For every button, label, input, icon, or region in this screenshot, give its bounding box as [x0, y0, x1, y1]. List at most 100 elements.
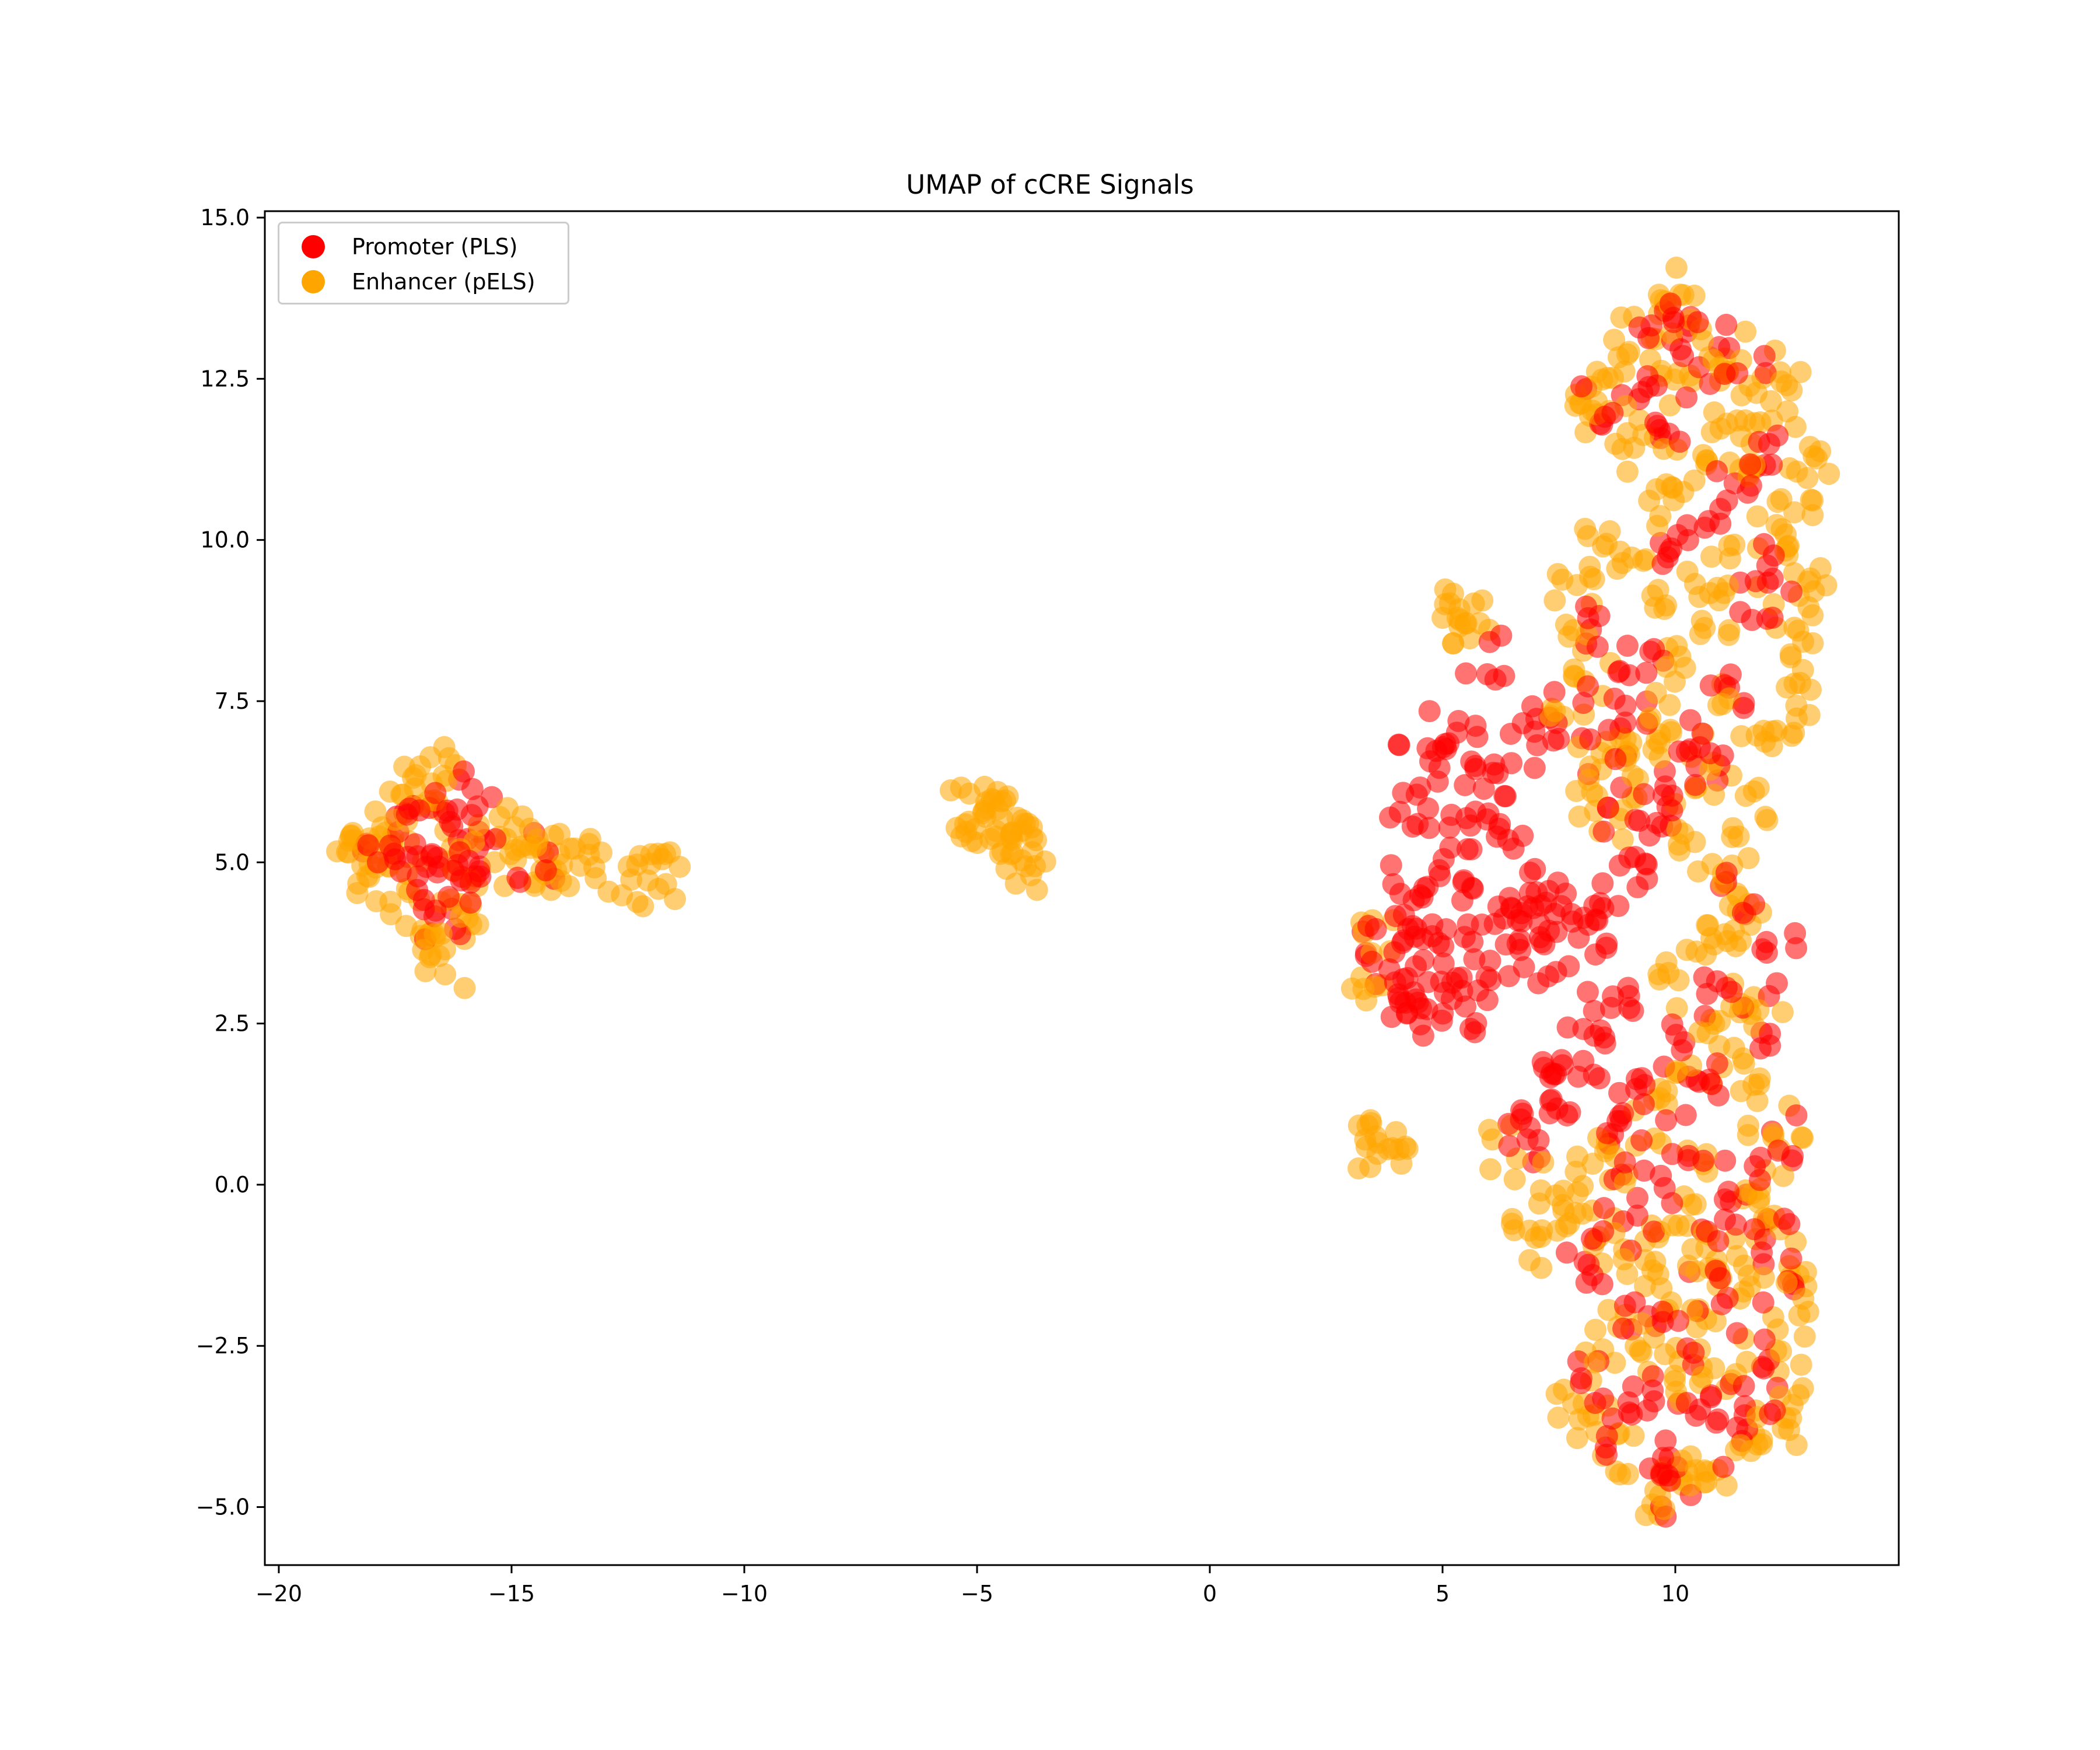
point-enhancer [1734, 409, 1756, 432]
point-promoter [1584, 1392, 1606, 1414]
point-enhancer [1770, 518, 1793, 541]
point-enhancer [1348, 1157, 1370, 1180]
point-promoter [1635, 662, 1658, 684]
point-enhancer [1809, 557, 1832, 579]
point-enhancer [1644, 596, 1667, 619]
point-promoter [1675, 386, 1698, 409]
point-enhancer [620, 868, 643, 891]
point-enhancer [1616, 1263, 1639, 1285]
point-promoter [1387, 733, 1410, 756]
point-enhancer [1544, 589, 1566, 612]
point-promoter [1684, 774, 1707, 796]
point-promoter [1537, 965, 1559, 988]
point-promoter [1682, 1341, 1705, 1364]
point-promoter [1432, 1002, 1454, 1025]
point-enhancer [1448, 615, 1471, 638]
point-promoter [1732, 696, 1755, 719]
point-promoter [1639, 640, 1662, 663]
point-enhancer [1620, 732, 1643, 754]
point-promoter [1646, 415, 1669, 438]
point-enhancer [1742, 1073, 1765, 1096]
point-promoter [1671, 1039, 1693, 1062]
point-promoter [1753, 1328, 1776, 1351]
point-promoter [1537, 880, 1560, 902]
point-enhancer [1584, 1318, 1606, 1341]
point-promoter [1712, 744, 1734, 767]
point-enhancer [1692, 329, 1714, 352]
point-promoter [1740, 474, 1762, 497]
point-promoter [1510, 910, 1533, 933]
y-tick-label: 0.0 [215, 1172, 250, 1198]
point-promoter [1743, 1218, 1766, 1241]
point-enhancer [1552, 1180, 1575, 1202]
x-tick-label: −5 [961, 1581, 993, 1606]
point-enhancer [1771, 1001, 1794, 1024]
point-promoter [420, 845, 443, 867]
point-promoter [1658, 1469, 1681, 1492]
point-enhancer [1340, 977, 1363, 1000]
point-enhancer [1641, 1259, 1664, 1282]
point-enhancer [1681, 1238, 1704, 1261]
point-enhancer [1611, 438, 1634, 460]
point-enhancer [1770, 488, 1793, 510]
point-enhancer [1647, 963, 1670, 985]
point-promoter [1662, 306, 1685, 329]
point-promoter [1603, 687, 1626, 710]
point-promoter [1510, 1099, 1532, 1122]
point-enhancer [939, 779, 962, 802]
point-promoter [1479, 950, 1502, 972]
point-enhancer [1717, 624, 1740, 646]
point-promoter [1380, 854, 1402, 877]
point-promoter [1392, 782, 1415, 804]
y-tick-label: 12.5 [200, 366, 250, 391]
point-promoter [1707, 1084, 1730, 1107]
point-enhancer [1737, 1124, 1759, 1146]
point-promoter [1696, 982, 1718, 1005]
point-enhancer [346, 882, 369, 904]
x-tick-label: −20 [256, 1581, 302, 1606]
point-enhancer [1564, 394, 1587, 417]
point-promoter [1618, 996, 1641, 1019]
point-promoter [1761, 607, 1784, 629]
point-promoter [1760, 453, 1783, 476]
point-enhancer [1597, 1298, 1620, 1321]
point-enhancer [1625, 1335, 1647, 1357]
point-promoter [1464, 800, 1487, 823]
y-tick-label: −5.0 [196, 1494, 250, 1520]
legend-label-promoter: Promoter (PLS) [352, 234, 518, 260]
point-enhancer [1724, 935, 1747, 958]
point-enhancer [1500, 1212, 1523, 1235]
point-promoter [1409, 884, 1432, 907]
point-promoter [1749, 1037, 1772, 1060]
point-promoter [1785, 1104, 1808, 1127]
point-promoter [1707, 1230, 1730, 1252]
point-enhancer [430, 922, 453, 945]
point-enhancer [636, 869, 659, 892]
point-promoter [1604, 748, 1627, 771]
point-promoter [1380, 1006, 1403, 1028]
point-enhancer [1801, 604, 1824, 626]
point-enhancer [1547, 1406, 1570, 1429]
legend-item-promoter: Promoter (PLS) [279, 230, 517, 263]
point-promoter [436, 799, 459, 822]
point-promoter [1555, 1241, 1578, 1264]
point-promoter [1699, 674, 1722, 697]
point-enhancer [433, 736, 456, 758]
point-promoter [1592, 1220, 1615, 1242]
point-promoter [1583, 1000, 1605, 1023]
point-enhancer [1778, 1419, 1801, 1441]
point-promoter [1383, 941, 1406, 964]
point-enhancer [1791, 659, 1814, 681]
point-enhancer [1649, 505, 1672, 527]
y-tick-label: 2.5 [215, 1011, 250, 1037]
point-enhancer [1479, 1158, 1502, 1181]
point-promoter [1726, 1322, 1748, 1345]
point-promoter [1591, 1273, 1614, 1296]
point-promoter [1591, 872, 1614, 895]
point-promoter [424, 782, 447, 804]
legend-marker-promoter [302, 235, 325, 258]
point-promoter [1719, 663, 1742, 686]
point-promoter [1428, 859, 1451, 881]
point-promoter [1717, 1181, 1740, 1203]
point-promoter [1676, 514, 1699, 537]
